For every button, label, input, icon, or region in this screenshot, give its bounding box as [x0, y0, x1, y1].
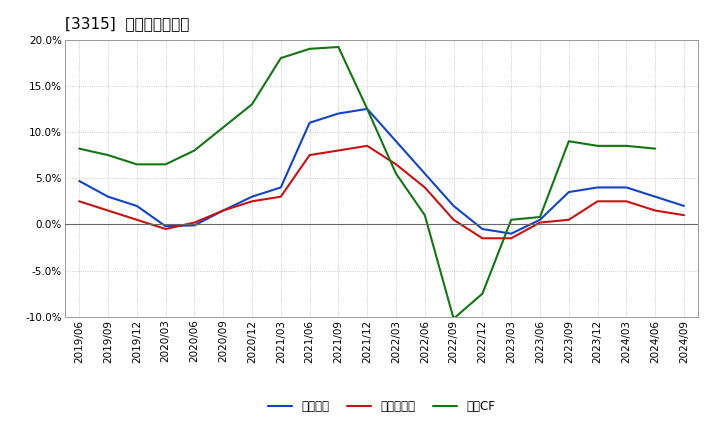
営業CF	[219, 125, 228, 130]
当期純利益	[305, 152, 314, 158]
当期純利益	[478, 236, 487, 241]
経常利益	[651, 194, 660, 199]
営業CF	[248, 102, 256, 107]
経常利益	[622, 185, 631, 190]
当期純利益	[536, 220, 544, 225]
営業CF	[363, 106, 372, 111]
経常利益	[392, 139, 400, 144]
経常利益	[132, 203, 141, 209]
経常利益	[219, 208, 228, 213]
経常利益	[536, 217, 544, 222]
Line: 営業CF: 営業CF	[79, 47, 655, 319]
経常利益	[248, 194, 256, 199]
当期純利益	[363, 143, 372, 148]
経常利益	[478, 226, 487, 231]
経常利益	[104, 194, 112, 199]
経常利益	[276, 185, 285, 190]
営業CF	[334, 44, 343, 50]
当期純利益	[190, 220, 199, 225]
当期純利益	[392, 161, 400, 167]
営業CF	[420, 213, 429, 218]
当期純利益	[219, 208, 228, 213]
当期純利益	[334, 148, 343, 153]
当期純利益	[593, 199, 602, 204]
当期純利益	[622, 199, 631, 204]
Line: 当期純利益: 当期純利益	[79, 146, 684, 238]
経常利益	[190, 223, 199, 228]
営業CF	[622, 143, 631, 148]
経常利益	[680, 203, 688, 209]
当期純利益	[276, 194, 285, 199]
当期純利益	[680, 213, 688, 218]
当期純利益	[248, 199, 256, 204]
営業CF	[536, 214, 544, 220]
経常利益	[75, 178, 84, 183]
営業CF	[190, 148, 199, 153]
営業CF	[478, 291, 487, 297]
営業CF	[593, 143, 602, 148]
当期純利益	[564, 217, 573, 222]
経常利益	[507, 231, 516, 236]
Legend: 経常利益, 当期純利益, 営業CF: 経常利益, 当期純利益, 営業CF	[269, 400, 495, 413]
経常利益	[564, 189, 573, 194]
経常利益	[449, 203, 458, 209]
当期純利益	[132, 217, 141, 222]
当期純利益	[507, 236, 516, 241]
営業CF	[132, 161, 141, 167]
当期純利益	[420, 185, 429, 190]
経常利益	[593, 185, 602, 190]
経常利益	[305, 120, 314, 125]
営業CF	[564, 139, 573, 144]
当期純利益	[651, 208, 660, 213]
営業CF	[651, 146, 660, 151]
営業CF	[392, 171, 400, 176]
経常利益	[334, 111, 343, 116]
営業CF	[75, 146, 84, 151]
Text: [3315]  マージンの推移: [3315] マージンの推移	[65, 16, 189, 32]
当期純利益	[104, 208, 112, 213]
営業CF	[449, 316, 458, 321]
当期純利益	[449, 217, 458, 222]
Line: 経常利益: 経常利益	[79, 109, 684, 234]
経常利益	[161, 224, 170, 229]
当期純利益	[161, 226, 170, 231]
営業CF	[276, 55, 285, 61]
経常利益	[420, 171, 429, 176]
営業CF	[161, 161, 170, 167]
営業CF	[104, 152, 112, 158]
経常利益	[363, 106, 372, 111]
当期純利益	[75, 199, 84, 204]
営業CF	[507, 217, 516, 222]
営業CF	[305, 46, 314, 51]
